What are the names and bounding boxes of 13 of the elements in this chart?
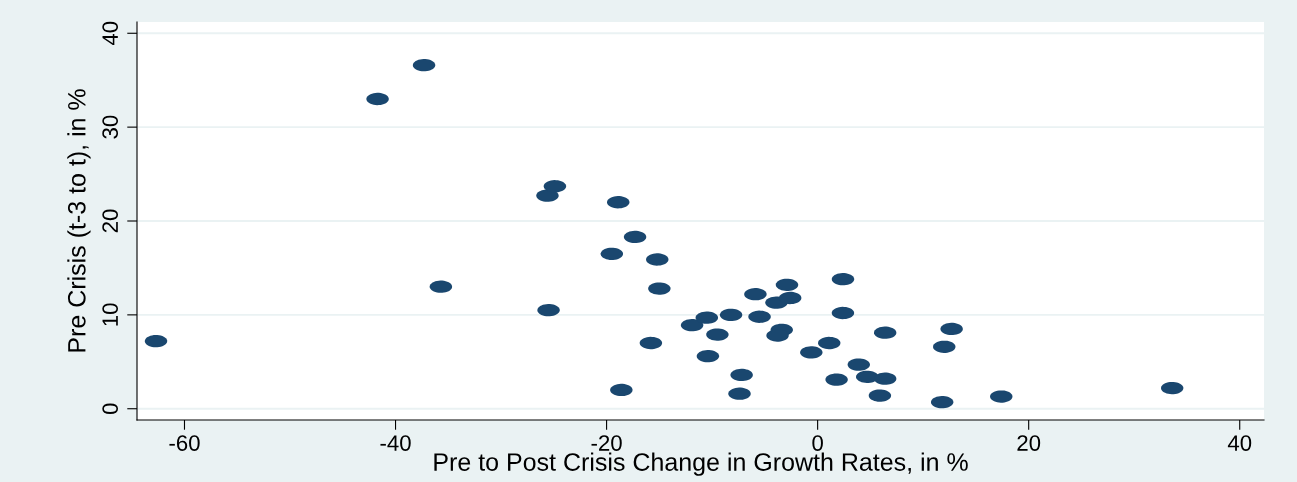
x-tick-label: -20: [591, 435, 622, 451]
y-tick-label: 10: [102, 303, 119, 326]
x-tick-label: -40: [380, 435, 411, 451]
x-tick-label: 0: [812, 435, 823, 451]
y-tick-label: 30: [102, 115, 119, 139]
y-tick-label: 20: [102, 209, 119, 233]
x-tick-label: -60: [169, 435, 200, 451]
y-axis-title: Pre Crisis (t-3 to t), in %: [67, 89, 91, 352]
y-tick-label: 0: [102, 403, 119, 415]
x-axis-title: Pre to Post Crisis Change in Growth Rates, in %: [434, 452, 968, 476]
x-tick-label: 20: [1017, 435, 1041, 451]
x-tick-label: 40: [1227, 435, 1252, 451]
y-tick-label: 40: [102, 21, 119, 46]
